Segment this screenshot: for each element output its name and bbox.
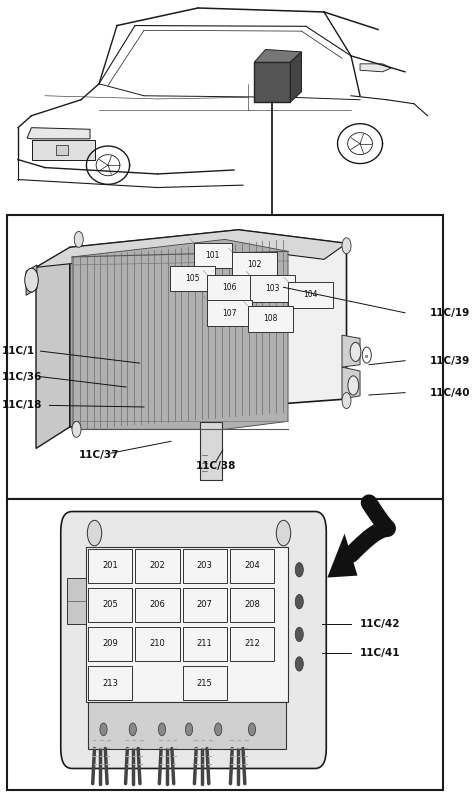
Text: 11C/42: 11C/42 bbox=[360, 619, 401, 629]
Bar bbox=[88, 588, 132, 622]
Text: 202: 202 bbox=[150, 561, 165, 571]
Bar bbox=[230, 627, 274, 661]
Text: 11C/37: 11C/37 bbox=[79, 450, 119, 460]
Text: 104: 104 bbox=[303, 290, 318, 299]
Circle shape bbox=[350, 342, 361, 361]
Bar bbox=[136, 588, 180, 622]
Circle shape bbox=[295, 563, 303, 577]
Bar bbox=[200, 422, 222, 480]
Text: 205: 205 bbox=[102, 600, 118, 610]
Text: 11C/41: 11C/41 bbox=[360, 648, 401, 658]
Bar bbox=[193, 243, 232, 268]
Bar bbox=[170, 266, 215, 291]
FancyBboxPatch shape bbox=[61, 512, 326, 768]
Text: 11C/18: 11C/18 bbox=[2, 401, 43, 410]
Text: 201: 201 bbox=[102, 561, 118, 571]
Text: 210: 210 bbox=[150, 639, 165, 649]
Bar bbox=[88, 666, 132, 700]
Text: 108: 108 bbox=[263, 314, 277, 323]
Text: e: e bbox=[365, 354, 368, 359]
Text: 11C/40: 11C/40 bbox=[430, 388, 470, 397]
Circle shape bbox=[87, 520, 102, 546]
Bar bbox=[85, 547, 288, 702]
Text: 107: 107 bbox=[222, 309, 237, 318]
Polygon shape bbox=[328, 534, 357, 578]
Circle shape bbox=[248, 723, 255, 736]
Polygon shape bbox=[360, 64, 392, 72]
Bar bbox=[136, 549, 180, 583]
Bar bbox=[7, 215, 443, 499]
Bar bbox=[88, 549, 132, 583]
Text: 11C/19: 11C/19 bbox=[430, 308, 470, 318]
Circle shape bbox=[342, 393, 351, 409]
Bar bbox=[247, 306, 292, 332]
Polygon shape bbox=[36, 230, 346, 267]
Circle shape bbox=[348, 376, 359, 395]
Polygon shape bbox=[72, 239, 288, 429]
Bar bbox=[207, 300, 252, 326]
Text: 209: 209 bbox=[102, 639, 118, 649]
Circle shape bbox=[276, 520, 291, 546]
Polygon shape bbox=[26, 265, 37, 295]
Circle shape bbox=[295, 657, 303, 671]
Text: 106: 106 bbox=[222, 283, 237, 292]
Bar bbox=[136, 627, 180, 661]
Text: 101: 101 bbox=[205, 251, 220, 260]
Circle shape bbox=[74, 231, 83, 247]
Text: 11C/39: 11C/39 bbox=[430, 356, 470, 365]
Circle shape bbox=[72, 421, 81, 437]
Text: 203: 203 bbox=[197, 561, 213, 571]
Polygon shape bbox=[36, 247, 70, 448]
Text: 215: 215 bbox=[197, 678, 213, 688]
Polygon shape bbox=[254, 49, 301, 62]
Polygon shape bbox=[290, 52, 301, 102]
Text: 208: 208 bbox=[244, 600, 260, 610]
Bar bbox=[182, 549, 227, 583]
Text: 213: 213 bbox=[102, 678, 118, 688]
Polygon shape bbox=[27, 128, 90, 139]
Bar bbox=[67, 578, 85, 624]
Circle shape bbox=[185, 723, 192, 736]
Text: 103: 103 bbox=[265, 284, 280, 293]
Text: 204: 204 bbox=[244, 561, 260, 571]
Circle shape bbox=[295, 627, 303, 642]
Circle shape bbox=[129, 723, 137, 736]
Circle shape bbox=[25, 268, 38, 292]
Circle shape bbox=[295, 595, 303, 609]
Text: 105: 105 bbox=[185, 274, 200, 283]
Text: 212: 212 bbox=[244, 639, 260, 649]
Circle shape bbox=[342, 238, 351, 254]
Bar bbox=[31, 140, 94, 160]
Bar bbox=[88, 702, 286, 749]
Bar bbox=[182, 666, 227, 700]
Text: 206: 206 bbox=[150, 600, 165, 610]
Bar bbox=[0, 2, 450, 211]
Circle shape bbox=[158, 723, 165, 736]
Text: 211: 211 bbox=[197, 639, 213, 649]
Bar bbox=[230, 549, 274, 583]
Bar bbox=[56, 145, 67, 155]
Bar bbox=[88, 627, 132, 661]
Text: 11C/36: 11C/36 bbox=[2, 372, 43, 381]
Bar bbox=[182, 627, 227, 661]
Polygon shape bbox=[342, 335, 360, 367]
Polygon shape bbox=[342, 367, 360, 399]
Bar bbox=[230, 588, 274, 622]
Text: 11C/38: 11C/38 bbox=[196, 461, 236, 471]
Bar bbox=[182, 588, 227, 622]
Bar bbox=[250, 275, 295, 302]
Text: 207: 207 bbox=[197, 600, 213, 610]
Circle shape bbox=[100, 723, 107, 736]
Bar bbox=[288, 282, 333, 308]
Bar bbox=[207, 275, 252, 301]
Circle shape bbox=[215, 723, 222, 736]
Polygon shape bbox=[70, 230, 346, 427]
Text: 11C/1: 11C/1 bbox=[2, 346, 36, 356]
Bar bbox=[254, 62, 290, 102]
Bar bbox=[232, 252, 277, 278]
Bar bbox=[7, 499, 443, 790]
Circle shape bbox=[362, 347, 371, 363]
Text: 102: 102 bbox=[247, 260, 262, 270]
